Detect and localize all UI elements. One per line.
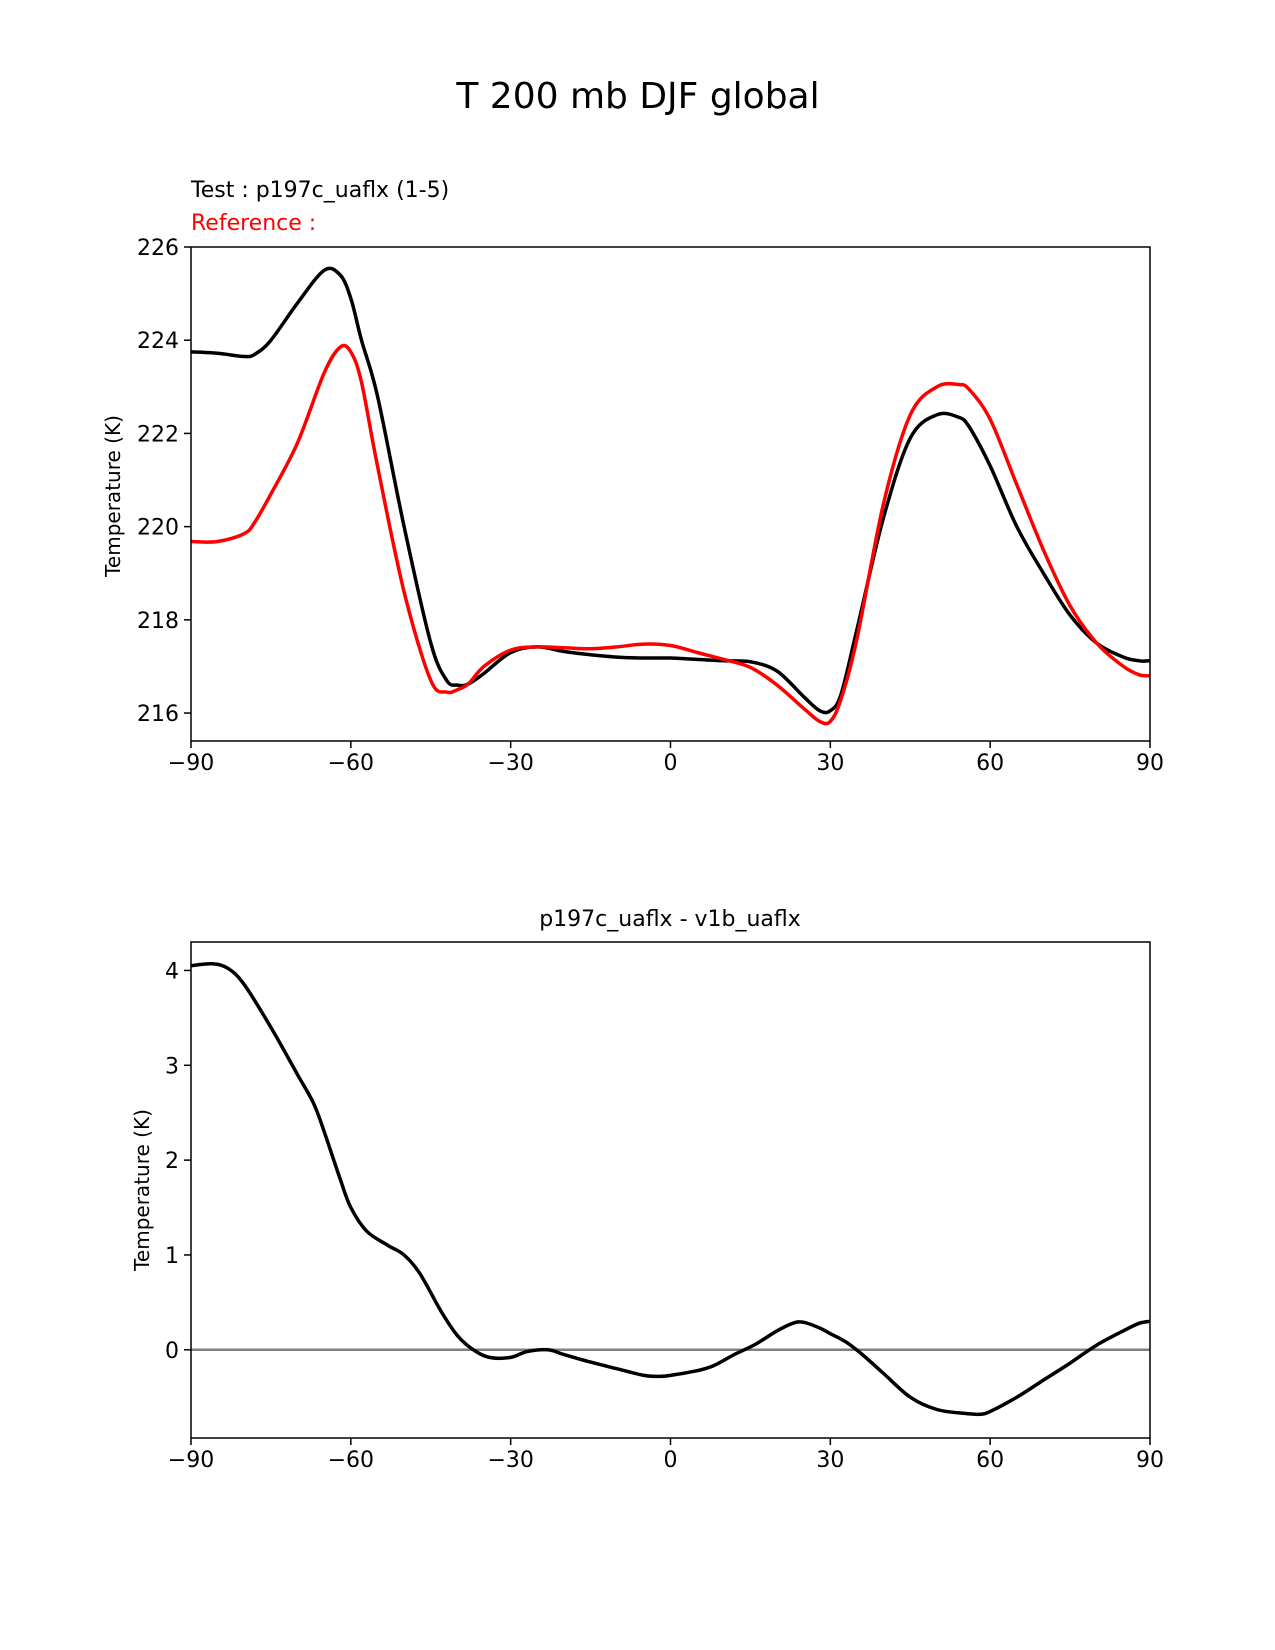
bottom-plot-marks: −90 −60 −30 0 30 60 90 0 1 2 3 4 bbox=[165, 959, 1164, 1473]
bottom-y-tick-label: 3 bbox=[165, 1054, 179, 1079]
top-plot-frame bbox=[190, 246, 1151, 742]
bottom-x-tick-label: −90 bbox=[168, 1448, 214, 1473]
bottom-plot-frame bbox=[190, 941, 1151, 1439]
bottom-x-tick-label: 60 bbox=[976, 1448, 1004, 1473]
bottom-x-tick-label: −60 bbox=[328, 1448, 374, 1473]
top-y-axis-label: Temperature (K) bbox=[101, 415, 125, 578]
bottom-y-tick-label: 1 bbox=[165, 1244, 179, 1269]
top-x-tick-label: 0 bbox=[664, 751, 678, 776]
top-y-tick-label: 226 bbox=[137, 236, 179, 261]
bottom-y-tick-label: 0 bbox=[165, 1339, 179, 1364]
bottom-x-tick-label: 0 bbox=[664, 1448, 678, 1473]
bottom-x-tick-label: 90 bbox=[1136, 1448, 1164, 1473]
bottom-y-tick-label: 4 bbox=[165, 959, 179, 984]
bottom-panel: p197c_uaflx - v1b_uaflx Temperature (K) … bbox=[130, 907, 1164, 1473]
top-plot-marks: −90 −60 −30 0 30 60 90 216 218 220 222 224 226 bbox=[137, 236, 1164, 776]
top-y-tick-label: 218 bbox=[137, 609, 179, 634]
top-x-tick-label: −60 bbox=[328, 751, 374, 776]
bottom-x-tick-label: 30 bbox=[816, 1448, 844, 1473]
test-label: Test : p197c_uaflx (1-5) bbox=[190, 178, 449, 203]
bottom-y-axis-label: Temperature (K) bbox=[130, 1109, 154, 1272]
top-y-tick-label: 222 bbox=[137, 422, 179, 447]
top-y-tick-label: 216 bbox=[137, 702, 179, 727]
top-x-tick-label: 30 bbox=[816, 751, 844, 776]
bottom-y-tick-label: 2 bbox=[165, 1149, 179, 1174]
figure-title: T 200 mb DJF global bbox=[455, 76, 819, 117]
top-series-test bbox=[190, 266, 1151, 715]
bottom-series-difference bbox=[190, 961, 1151, 1417]
top-x-tick-label: −30 bbox=[487, 751, 533, 776]
top-x-tick-label: 60 bbox=[976, 751, 1004, 776]
top-series-reference bbox=[190, 343, 1151, 726]
difference-title: p197c_uaflx - v1b_uaflx bbox=[539, 907, 801, 932]
reference-label: Reference : bbox=[191, 211, 316, 236]
top-x-tick-label: −90 bbox=[168, 751, 214, 776]
top-x-tick-label: 90 bbox=[1136, 751, 1164, 776]
top-panel: Test : p197c_uaflx (1-5) Reference : Tem… bbox=[101, 178, 1164, 776]
top-y-tick-label: 224 bbox=[137, 329, 179, 354]
bottom-x-tick-label: −30 bbox=[487, 1448, 533, 1473]
top-y-tick-label: 220 bbox=[137, 516, 179, 541]
